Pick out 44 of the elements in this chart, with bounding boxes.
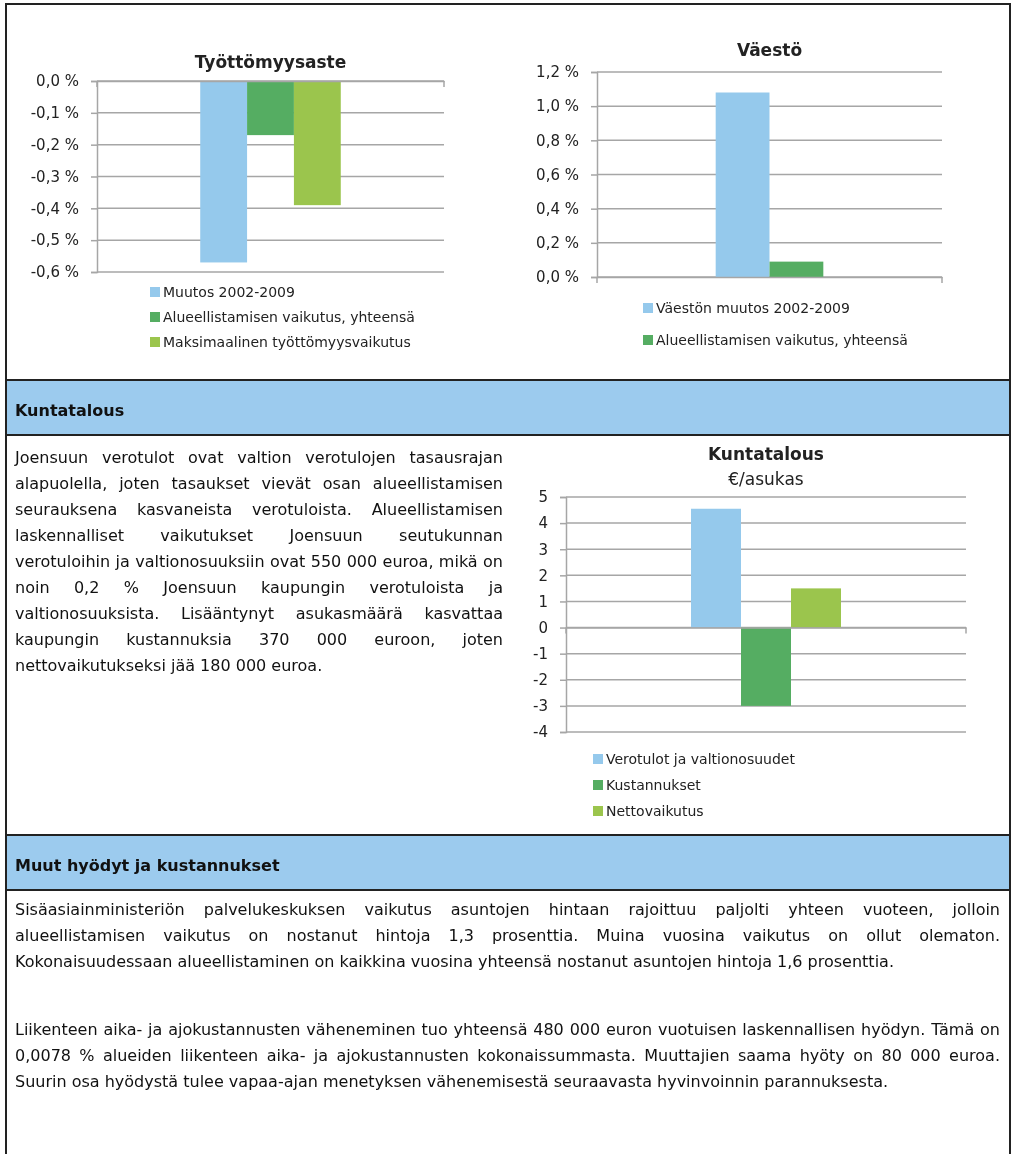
y-tick-label: -1 bbox=[533, 644, 548, 663]
y-tick-label: 1,0 % bbox=[536, 97, 579, 116]
y-tick-label: -0,4 % bbox=[30, 199, 79, 218]
y-tick-label: 0,4 % bbox=[536, 199, 579, 218]
chart-subtitle: €/asukas bbox=[728, 469, 804, 489]
legend-label: Alueellistamisen vaikutus, yhteensä bbox=[656, 332, 908, 348]
text: Liikenteen aika- ja ajokustannusten väheneminen tuo yhteensä 480 000 euron vuotuisen laskennallisen hyödyn. Tämä on 0,0078 % alueiden liikenteen aika- ja ajokustannusten kokonaissummasta. Muuttajien saama hyöty on 80 000 euroa. Suurin osa hyödystä tulee vapaa-ajan menetyksen vähenemisestä seuraavasta hyvinvoinnin parannuksesta. bbox=[15, 1019, 1000, 1093]
legend-label: Kustannukset bbox=[606, 777, 702, 793]
legend-label: Verotulot ja valtionosuudet bbox=[606, 751, 796, 767]
y-tick-label: -0,1 % bbox=[30, 104, 79, 123]
bar bbox=[791, 588, 841, 628]
bar bbox=[691, 508, 741, 628]
legend-label: Alueellistamisen vaikutus, yhteensä bbox=[163, 309, 415, 325]
legend-label: Maksimaalinen työttömyysvaikutus bbox=[163, 334, 411, 350]
legend-label: Nettovaikutus bbox=[606, 803, 704, 819]
y-tick-label: 1,2 % bbox=[536, 63, 579, 82]
y-tick-label: 4 bbox=[538, 514, 548, 533]
y-tick-label: 0,6 % bbox=[536, 165, 579, 184]
y-tick-label: 0,0 % bbox=[36, 72, 79, 91]
y-tick-label: 1 bbox=[538, 592, 548, 611]
chart-title: Kuntatalous bbox=[707, 444, 825, 464]
y-tick-label: 0 bbox=[538, 618, 548, 637]
y-tick-label: 5 bbox=[538, 488, 548, 507]
y-tick-label: 2 bbox=[538, 566, 548, 585]
y-tick-label: -0,3 % bbox=[30, 167, 79, 186]
y-tick-label: -3 bbox=[533, 697, 548, 716]
y-tick-label: -0,5 % bbox=[30, 231, 79, 250]
text: Muut hyödyt ja kustannukset bbox=[15, 856, 280, 875]
text: Sisäasiainministeriön palvelukeskuksen vaikutus asuntojen hintaan rajoittuu paljolti yhteen vuoteen, jolloin alueellistamisen vaikutus on nostanut hintoja 1,3 prosenttia. Muina vuosina vaikutus on ollut olematon. Kokonaisuudessaan alueellistaminen on kaikkina vuosina yhteensä nostanut asuntojen hintoja 1,6 prosenttia. bbox=[15, 899, 1000, 973]
y-tick-label: -0,6 % bbox=[30, 263, 79, 282]
y-tick-label: -4 bbox=[533, 723, 548, 742]
y-tick-label: 0,8 % bbox=[536, 131, 579, 150]
chart-title: Työttömyysaste bbox=[194, 52, 347, 72]
text: Kuntatalous bbox=[15, 401, 125, 420]
y-tick-label: 3 bbox=[538, 540, 548, 559]
legend-label: Väestön muutos 2002-2009 bbox=[656, 300, 850, 316]
bar bbox=[741, 627, 791, 706]
y-tick-label: -0,2 % bbox=[30, 135, 79, 154]
text: Joensuun verotulot ovat valtion verotulojen tasausrajan alapuolella, joten tasaukset vievät osan alueellistamisen seurauksena kasvaneista verotuloista. Alueellistamisen laskennalliset vaikutukset Joensuun seutukunnan verotuloihin ja valtionosuuksiin ovat 550 000 euroa, mikä on noin 0,2 % Joensuun kaupungin verotuloista ja valtionosuuksista. Lisääntynyt asukasmäärä kasvattaa kaupungin kustannuksia 370 000 euroon, joten nettovaikutukseksi jää 180 000 euroa. bbox=[15, 448, 503, 675]
legend-label: Muutos 2002-2009 bbox=[163, 284, 295, 300]
y-tick-label: 0,0 % bbox=[536, 268, 579, 287]
y-tick-label: -2 bbox=[533, 671, 548, 690]
y-tick-label: 0,2 % bbox=[536, 234, 579, 253]
chart-title: Väestö bbox=[736, 40, 803, 60]
